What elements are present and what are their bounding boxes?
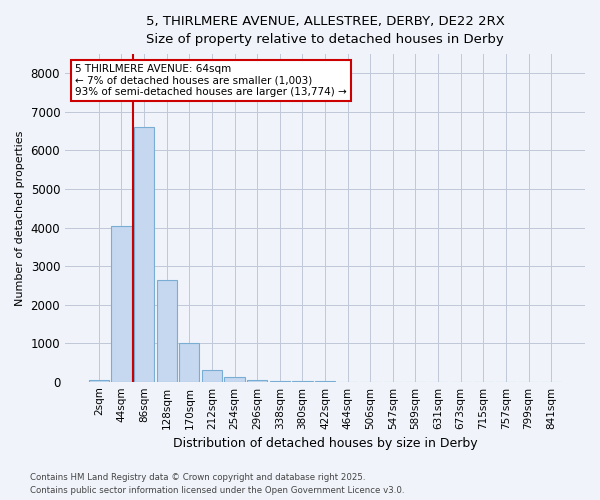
Bar xyxy=(179,343,199,382)
Bar xyxy=(89,380,109,382)
Bar xyxy=(269,380,290,382)
Bar xyxy=(111,226,131,382)
Bar xyxy=(247,380,268,382)
Title: 5, THIRLMERE AVENUE, ALLESTREE, DERBY, DE22 2RX
Size of property relative to det: 5, THIRLMERE AVENUE, ALLESTREE, DERBY, D… xyxy=(146,15,505,46)
Y-axis label: Number of detached properties: Number of detached properties xyxy=(15,130,25,306)
Text: 5 THIRLMERE AVENUE: 64sqm
← 7% of detached houses are smaller (1,003)
93% of sem: 5 THIRLMERE AVENUE: 64sqm ← 7% of detach… xyxy=(76,64,347,97)
X-axis label: Distribution of detached houses by size in Derby: Distribution of detached houses by size … xyxy=(173,437,478,450)
Bar xyxy=(134,128,154,382)
Text: Contains HM Land Registry data © Crown copyright and database right 2025.
Contai: Contains HM Land Registry data © Crown c… xyxy=(30,474,404,495)
Bar xyxy=(224,377,245,382)
Bar xyxy=(202,370,222,382)
Bar xyxy=(157,280,177,382)
